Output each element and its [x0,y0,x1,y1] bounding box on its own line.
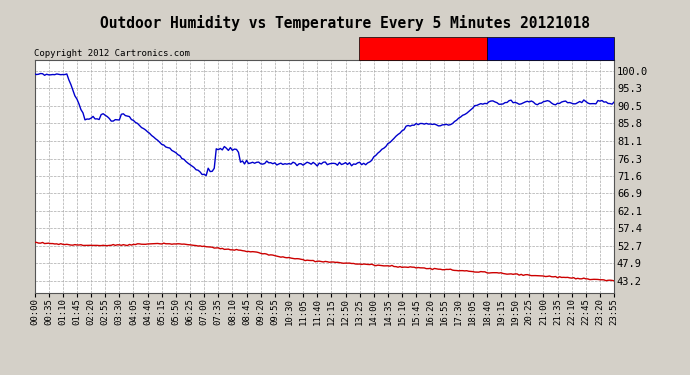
Text: Copyright 2012 Cartronics.com: Copyright 2012 Cartronics.com [34,49,190,58]
FancyBboxPatch shape [359,37,486,60]
Text: Outdoor Humidity vs Temperature Every 5 Minutes 20121018: Outdoor Humidity vs Temperature Every 5 … [100,15,590,31]
Text: Humidity  (%): Humidity (%) [512,44,589,53]
Text: Temperature  (°F): Temperature (°F) [373,44,473,53]
FancyBboxPatch shape [486,37,614,60]
